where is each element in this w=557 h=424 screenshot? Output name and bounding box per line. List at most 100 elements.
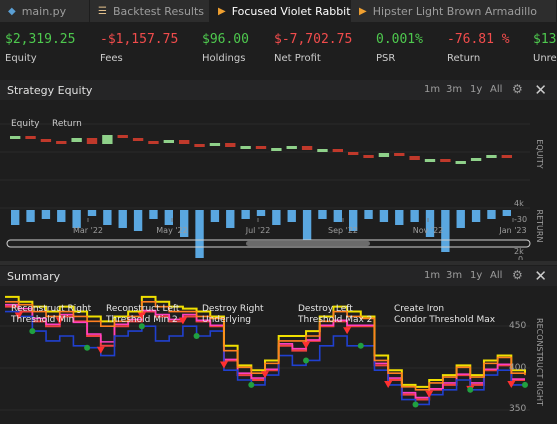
equity-bar [332,149,343,152]
panel-title: Strategy Equity [7,84,93,97]
equity-chart: Equity Return 4k 2k0 EQUITY RETURN Mar '22 May … [0,119,544,260]
equity-bar [209,143,221,146]
panel-divider [0,261,557,265]
return-bar [72,210,81,228]
range-1m-button[interactable]: 1m [424,270,441,281]
return-bar [26,210,35,222]
return-bar [379,210,389,222]
return-bar [395,210,404,225]
trade-marker [14,312,23,320]
range-1y-button[interactable]: 1y [470,84,483,95]
equity-bar [440,159,451,162]
summary-chart: Reconstruct Right Threshold Min Reconstruc… [0,295,544,414]
stat-value: $2,319.25 [5,32,76,47]
return-bar [133,210,143,231]
y-tick: 400 [509,363,526,373]
range-3m-button[interactable]: 3m [446,270,463,281]
stat-label: Fees [100,53,123,64]
range-all-button[interactable]: All [490,270,503,281]
stat-label: Unre [533,53,557,64]
trade-marker [178,317,187,325]
return-bar [226,210,235,228]
stat-3: $96.00 Holdings [202,32,249,64]
equity-bar [179,140,190,144]
gear-icon[interactable]: ⚙ [512,82,523,96]
equity-bar [409,156,420,160]
close-icon[interactable]: ✕ [534,81,547,99]
x-tick: Nov '22 [413,226,444,235]
trade-marker [425,390,434,398]
equity-bar [56,141,67,144]
stat-value: $13 [533,32,557,47]
return-bar [456,210,465,228]
trade-marker [84,344,91,351]
return-bar [87,210,97,216]
legend-item: Reconstruct Right Threshold Min [10,304,92,325]
y-tick: 0 [518,255,523,260]
play-icon: ▶ [359,5,367,17]
return-bar [272,210,281,225]
return-bar [410,210,419,222]
trade-marker [507,381,516,388]
legend-item: Create Iron Condor Threshold Max [394,304,496,325]
trade-marker [29,328,36,335]
trade-marker [55,317,64,325]
scrollbar-thumb[interactable] [246,241,370,246]
trade-marker [302,341,311,349]
y-tick: 2k [514,247,524,256]
stat-label: Equity [5,53,37,64]
trade-marker [357,342,364,349]
equity-bar [317,149,328,152]
tab-label: main.py [21,4,67,18]
equity-bar [132,138,144,141]
trade-marker [261,371,269,379]
axis-label: RECONSTRUCT RIGHT [535,318,544,406]
return-bar [349,210,358,231]
trade-marker [303,357,310,364]
summary-panel: Summary 1m 3m 1y All ⚙ ✕ Reconstruct Rig… [0,266,557,424]
stats-strip: $2,319.25 Equity -$1,157.75 Fees $96.00 Holdi… [0,22,557,78]
trade-marker [193,333,200,339]
timeline-scrollbar[interactable] [6,239,531,248]
range-all-button[interactable]: All [490,84,503,95]
equity-bar [71,138,82,142]
gear-icon[interactable]: ⚙ [512,268,523,282]
stat-value: 0.001% [376,32,423,47]
return-bar [425,210,435,237]
equity-bar [255,146,267,149]
range-1m-button[interactable]: 1m [424,84,441,95]
axis-label-return: RETURN [535,210,544,243]
equity-bar [40,139,52,142]
stat-5: 0.001% PSR [376,32,423,64]
equity-bar [148,141,159,144]
trade-marker [467,386,474,393]
equity-bar [501,155,512,158]
tab-1[interactable]: ◆ main.py [0,0,90,22]
close-icon[interactable]: ✕ [534,267,547,285]
python-icon: ◆ [8,5,16,17]
tab-4[interactable]: ▶ Hipster Light Brown Armadillo [351,0,557,22]
trade-marker [384,381,393,388]
equity-bar [102,135,113,144]
equity-bar [194,144,205,147]
return-bar [333,210,342,222]
tab-2[interactable]: ☰ Backtest Results [90,0,210,22]
range-3m-button[interactable]: 3m [446,84,463,95]
equity-bar [424,159,436,162]
panel-header: Strategy Equity 1m 3m 1y All ⚙ ✕ [0,80,557,100]
equity-bar [10,136,21,139]
return-bar [487,210,496,219]
tab-3[interactable]: ▶Focused Violet Rabbit✕ [210,0,368,22]
axis-label-equity: EQUITY [535,139,544,168]
trade-marker [96,346,105,354]
return-bar [195,210,204,258]
x-tick: Sep '22 [328,226,358,235]
x-tick: Jan '23 [498,226,526,235]
return-bar [364,210,373,219]
range-1y-button[interactable]: 1y [470,270,483,281]
stat-value: $96.00 [202,32,249,47]
trade-marker [248,381,255,388]
equity-bar [348,152,359,155]
return-bar [502,210,511,216]
return-bar [149,210,158,219]
